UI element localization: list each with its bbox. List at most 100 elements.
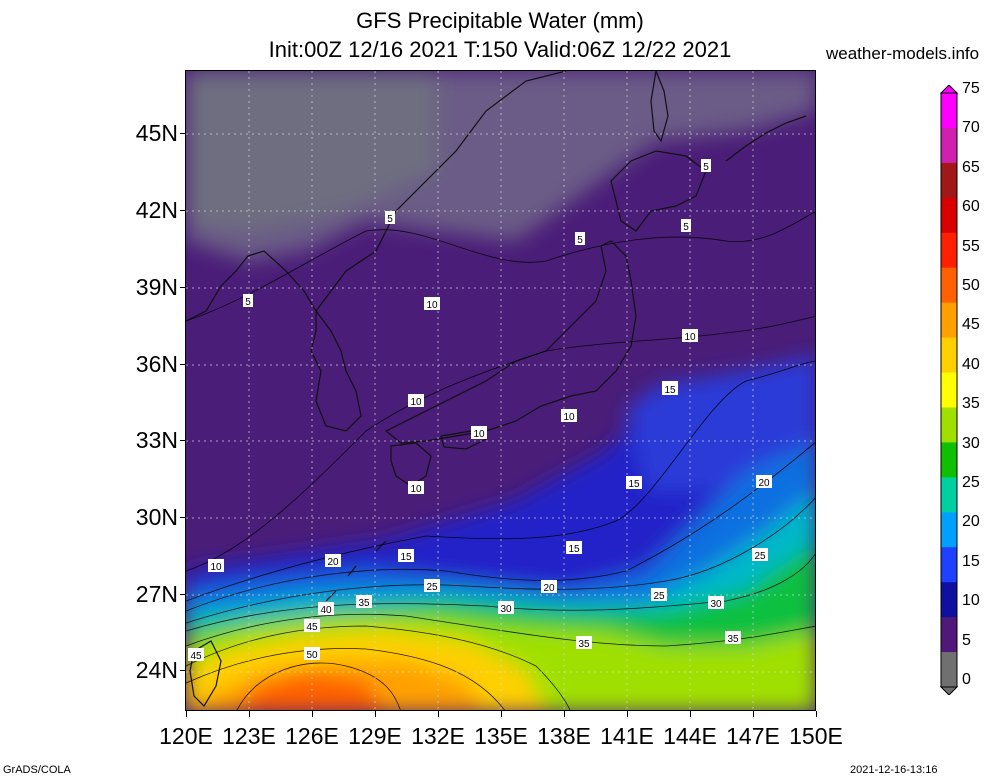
colorbar-band <box>941 477 957 513</box>
contour-50 <box>236 662 401 710</box>
lon-tick <box>627 711 628 717</box>
lat-label-42N: 42N <box>135 197 178 223</box>
lat-tick <box>180 670 186 671</box>
contour-label: 15 <box>626 476 642 490</box>
svg-text:10: 10 <box>410 397 422 408</box>
colorbar-label-55: 55 <box>962 237 980 255</box>
svg-text:50: 50 <box>306 650 318 661</box>
lon-tick <box>186 711 187 717</box>
lon-label-144E: 144E <box>663 723 717 749</box>
contour-label: 10 <box>408 481 424 495</box>
ryukyu-islands <box>325 540 387 602</box>
contour-label: 10 <box>208 559 224 573</box>
contour-label: 10 <box>682 329 698 343</box>
contour-20 <box>186 442 815 612</box>
lon-tick <box>501 711 502 717</box>
contour-label: 10 <box>408 394 424 408</box>
svg-text:25: 25 <box>754 551 766 562</box>
svg-text:10: 10 <box>563 412 575 423</box>
colorbar-label-40: 40 <box>962 355 980 373</box>
taiwan <box>189 640 222 707</box>
moist-20-zone <box>186 441 815 611</box>
colorbar-band <box>941 162 957 199</box>
contour-45 <box>186 648 505 710</box>
lat-label-33N: 33N <box>135 427 178 453</box>
lon-label-141E: 141E <box>600 723 654 749</box>
svg-text:20: 20 <box>543 583 555 594</box>
svg-text:30: 30 <box>710 599 722 610</box>
svg-text:30: 30 <box>500 604 512 615</box>
svg-text:15: 15 <box>568 544 580 555</box>
colorbar-label-0: 0 <box>962 671 971 688</box>
contour-label: 40 <box>318 602 334 616</box>
lon-tick <box>438 711 439 717</box>
colorbar-min-arrow <box>939 686 959 695</box>
lon-tick <box>375 711 376 717</box>
svg-text:5: 5 <box>387 214 393 225</box>
contour-label: 20 <box>756 475 772 489</box>
contour-label: 10 <box>424 297 440 311</box>
lon-tick <box>564 711 565 717</box>
svg-text:35: 35 <box>727 634 739 645</box>
contour-label: 5 <box>575 232 585 246</box>
svg-text:45: 45 <box>306 622 318 633</box>
lon-label-150E: 150E <box>789 723 843 749</box>
contour-label: 20 <box>541 580 557 594</box>
contour-label: 10 <box>561 409 577 423</box>
map-subtitle: Init:00Z 12/16 2021 T:150 Valid:06Z 12/2… <box>268 37 732 62</box>
lon-tick <box>753 711 754 717</box>
contour-label: 25 <box>651 588 667 602</box>
lon-label-132E: 132E <box>411 723 465 749</box>
hokkaido <box>610 150 707 232</box>
lon-label-147E: 147E <box>726 723 780 749</box>
lon-label-138E: 138E <box>537 723 591 749</box>
colorbar-band <box>941 267 957 304</box>
contour-35 <box>186 613 815 647</box>
svg-text:15: 15 <box>400 552 412 563</box>
lon-label-135E: 135E <box>474 723 528 749</box>
colorbar-label-75: 75 <box>962 80 980 97</box>
generation-timestamp: 2021-12-16-13:16 <box>850 764 938 776</box>
colorbar-label-20: 20 <box>962 513 980 531</box>
colorbar-band <box>941 127 957 164</box>
colorbar <box>939 85 959 695</box>
contour-10 <box>186 316 815 572</box>
shikoku <box>440 430 488 450</box>
contour-label: 15 <box>566 541 582 555</box>
svg-text:15: 15 <box>664 385 676 396</box>
colorbar-band <box>941 512 957 548</box>
svg-text:5: 5 <box>703 162 709 173</box>
lat-label-45N: 45N <box>135 120 178 146</box>
svg-text:45: 45 <box>190 651 202 662</box>
svg-text:5: 5 <box>683 222 689 233</box>
contour-label: 35 <box>725 631 741 645</box>
colorbar-band <box>941 407 957 443</box>
contour-label: 5 <box>701 159 711 173</box>
lat-tick <box>180 287 186 288</box>
colorbar-band <box>941 337 957 374</box>
lat-tick <box>180 440 186 441</box>
svg-text:5: 5 <box>245 297 251 308</box>
lat-tick <box>180 517 186 518</box>
colorbar-band <box>941 197 957 234</box>
svg-text:35: 35 <box>578 639 590 650</box>
korea-peninsula <box>310 309 362 432</box>
contour-5 <box>186 211 815 322</box>
precipitable-water-field: 5555510101010101010101515151520202025252… <box>186 71 815 710</box>
lon-tick <box>816 711 817 717</box>
colorbar-max-arrow <box>939 85 959 94</box>
contour-label-group: 5555510101010101010101515151520202025252… <box>188 159 772 662</box>
svg-text:25: 25 <box>653 591 665 602</box>
contour-label: 45 <box>188 648 204 662</box>
moist-50-zone <box>237 671 385 710</box>
svg-text:35: 35 <box>358 598 370 609</box>
lat-label-27N: 27N <box>135 581 178 607</box>
contour-label: 5 <box>385 211 395 225</box>
sakhalin <box>650 71 669 143</box>
colorbar-band <box>941 547 957 583</box>
lat-tick <box>180 210 186 211</box>
contour-40 <box>186 625 571 710</box>
colorbar-label-70: 70 <box>962 119 980 137</box>
lat-tick <box>180 364 186 365</box>
svg-text:10: 10 <box>426 300 438 311</box>
